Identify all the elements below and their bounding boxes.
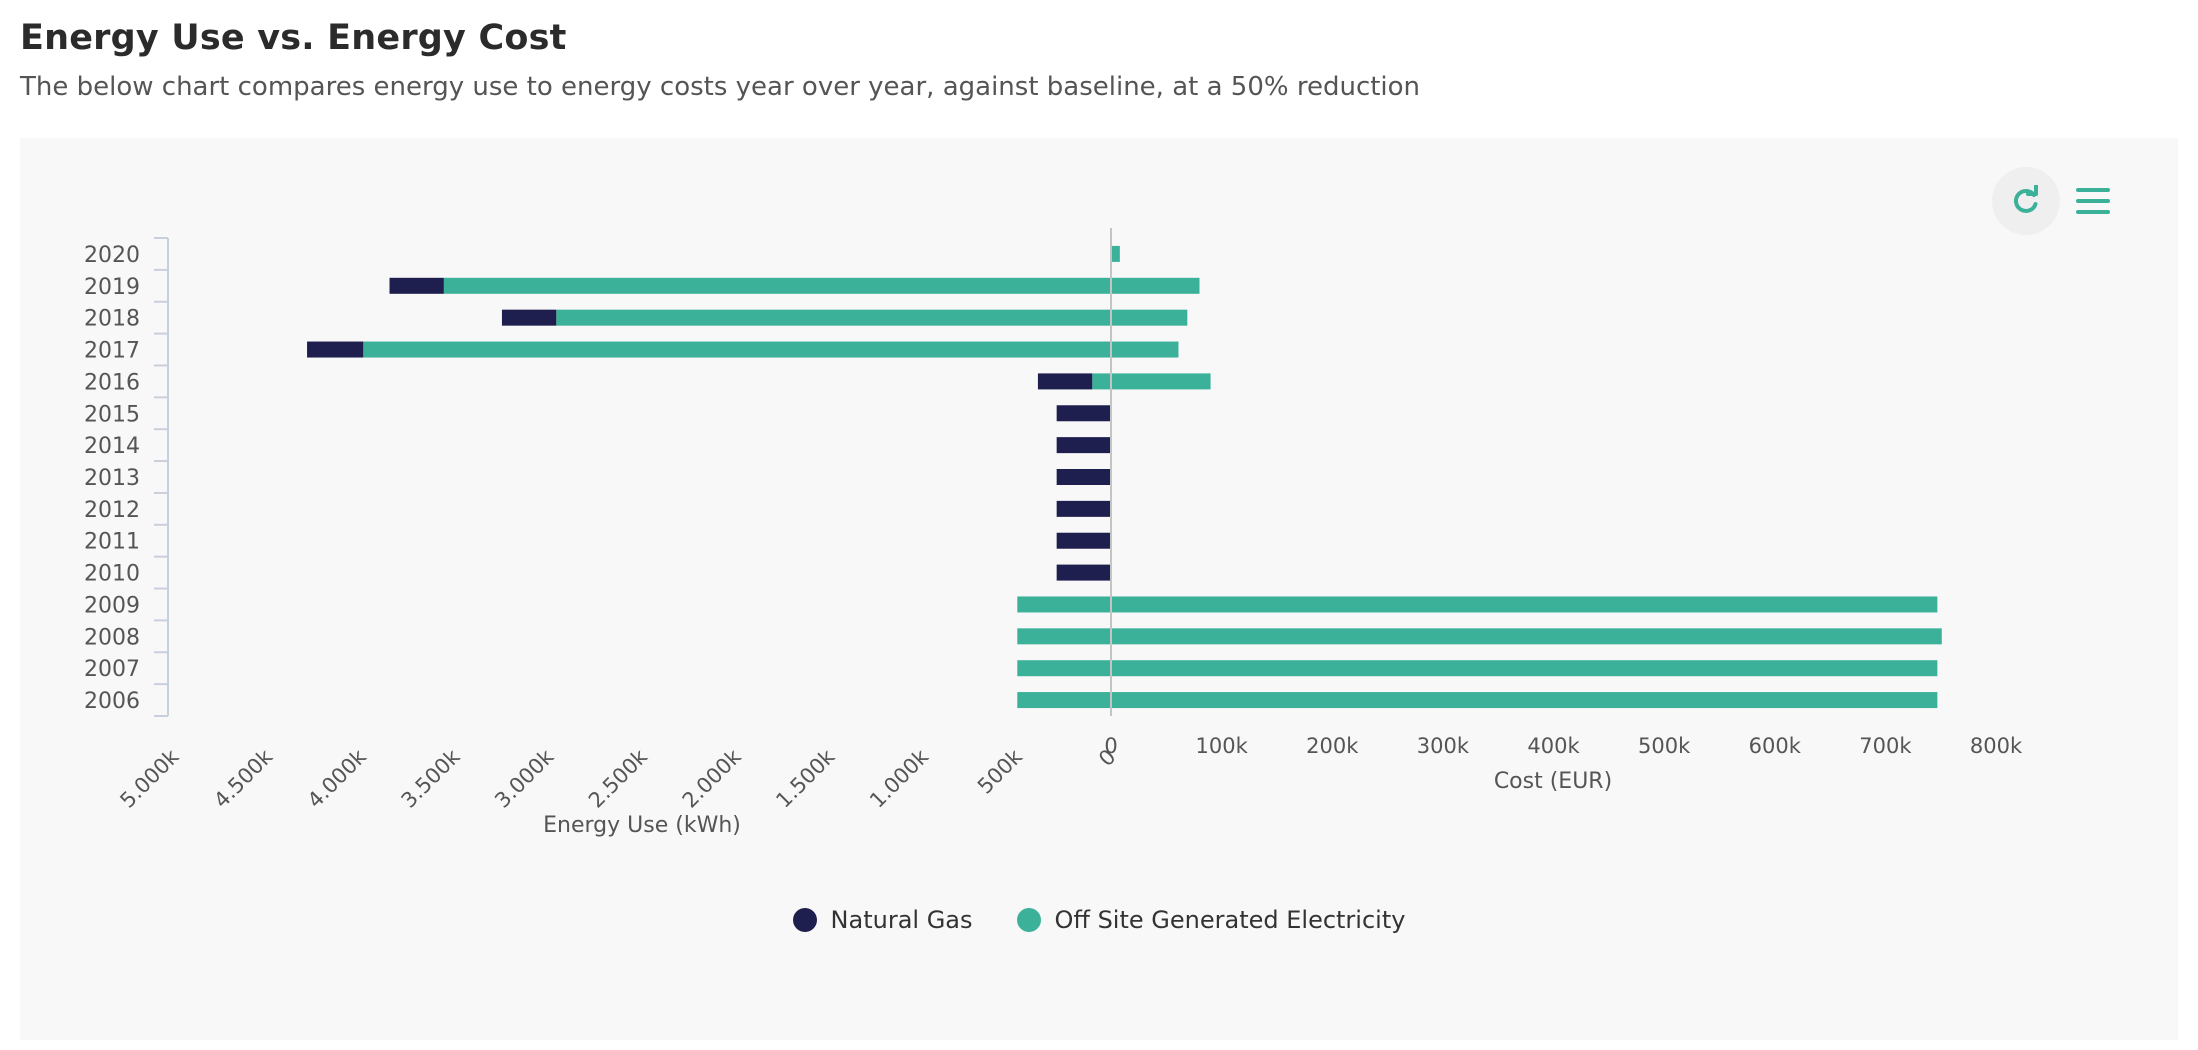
x-tick-label-cost: 300k — [1417, 734, 1470, 758]
bar-energy-electricity — [1017, 660, 1111, 677]
x-tick-label-energy: 4.500k — [209, 744, 278, 813]
bar-energy-electricity — [1017, 628, 1111, 645]
legend-marker-natural-gas — [792, 908, 817, 932]
bar-energy-natural-gas — [389, 277, 444, 294]
y-tick-label: 2019 — [84, 275, 140, 300]
bar-cost-electricity — [1111, 277, 1200, 294]
refresh-button[interactable] — [1992, 167, 2060, 235]
chart-title: Energy Use vs. Energy Cost — [20, 18, 567, 58]
bar-energy-natural-gas — [1037, 373, 1093, 390]
legend-marker-electricity — [1016, 908, 1041, 932]
bar-energy-electricity — [1017, 692, 1111, 709]
bar-cost-electricity — [1111, 373, 1211, 390]
bar-energy-electricity — [1092, 373, 1111, 390]
bar-energy-electricity — [1017, 596, 1111, 613]
x-tick-label-energy: 500k — [973, 744, 1028, 799]
x-tick-label-cost: 100k — [1196, 734, 1249, 758]
y-tick-label: 2014 — [84, 434, 140, 459]
bar-energy-electricity — [556, 309, 1111, 326]
y-tick-label: 2012 — [84, 498, 140, 523]
bar-energy-natural-gas — [1056, 532, 1111, 549]
x-axis-title-energy: Energy Use (kWh) — [543, 813, 741, 838]
x-tick-label-energy: 3.500k — [397, 744, 466, 813]
bar-cost-electricity — [1111, 309, 1188, 326]
x-tick-label-energy: 2.500k — [584, 744, 653, 813]
bar-energy-natural-gas — [501, 309, 557, 326]
x-axis-title-cost: Cost (EUR) — [1494, 769, 1612, 794]
legend-item-electricity[interactable]: Off Site Generated Electricity — [1016, 906, 1406, 934]
x-tick-label-energy: 4.000k — [303, 744, 372, 813]
x-tick-label-energy: 1.000k — [865, 744, 934, 813]
chart-header: Energy Use vs. Energy Cost The below cha… — [20, 18, 1420, 102]
x-tick-label-cost: 0 — [1104, 734, 1117, 758]
y-tick-label: 2016 — [84, 370, 140, 395]
y-tick-label: 2017 — [84, 339, 140, 364]
x-tick-label-cost: 500k — [1638, 734, 1691, 758]
bar-energy-natural-gas — [1056, 500, 1111, 517]
y-tick-label: 2018 — [84, 307, 140, 332]
bar-cost-electricity — [1111, 596, 1938, 613]
legend-label-electricity: Off Site Generated Electricity — [1054, 906, 1406, 934]
y-tick-label: 2007 — [84, 657, 140, 682]
y-tick-label: 2015 — [84, 402, 140, 427]
y-tick-label: 2011 — [84, 530, 140, 555]
bar-energy-natural-gas — [1056, 564, 1111, 581]
bar-cost-electricity — [1111, 692, 1938, 709]
bar-cost-electricity — [1111, 245, 1120, 262]
x-tick-label-energy: 5.000k — [115, 744, 184, 813]
bar-energy-natural-gas — [307, 341, 364, 358]
x-tick-label-cost: 800k — [1970, 734, 2023, 758]
legend-item-natural-gas[interactable]: Natural Gas — [792, 906, 973, 934]
bar-energy-natural-gas — [1056, 437, 1111, 454]
x-tick-label-energy: 1.500k — [771, 744, 840, 813]
y-tick-label: 2008 — [84, 625, 140, 650]
chart-subtitle: The below chart compares energy use to e… — [20, 72, 1421, 102]
bar-cost-electricity — [1111, 660, 1938, 677]
bar-cost-electricity — [1111, 341, 1179, 358]
x-tick-label-cost: 700k — [1859, 734, 1912, 758]
y-tick-label: 2013 — [84, 466, 140, 491]
chart-legend: Natural Gas Off Site Generated Electrici… — [20, 906, 2178, 934]
x-tick-label-energy: 2.000k — [678, 744, 747, 813]
bar-cost-electricity — [1111, 628, 1942, 645]
bar-energy-natural-gas — [1056, 469, 1111, 485]
x-tick-label-cost: 400k — [1527, 734, 1580, 758]
chart-panel: 2020 2019 2018 2017 2016 2015 2014 2013 2012 2011… — [20, 138, 2178, 1040]
chart-plot: 2020 2019 2018 2017 2016 2015 2014 2013 2012 2011… — [84, 228, 2023, 838]
bar-energy-electricity — [363, 341, 1111, 358]
y-tick-label: 2009 — [84, 593, 140, 618]
y-tick-label: 2010 — [84, 562, 140, 587]
hamburger-menu-icon — [2076, 188, 2110, 214]
refresh-icon — [2013, 185, 2038, 213]
y-tick-label: 2006 — [84, 689, 140, 714]
x-tick-label-energy: 3.000k — [490, 744, 559, 813]
x-tick-label-cost: 200k — [1306, 734, 1359, 758]
chart-menu-button[interactable] — [2059, 167, 2127, 235]
bar-energy-electricity — [443, 277, 1112, 294]
y-tick-label: 2020 — [84, 243, 140, 268]
x-tick-label-cost: 600k — [1749, 734, 1802, 758]
legend-label-natural-gas: Natural Gas — [830, 906, 973, 934]
bar-energy-natural-gas — [1056, 405, 1111, 422]
